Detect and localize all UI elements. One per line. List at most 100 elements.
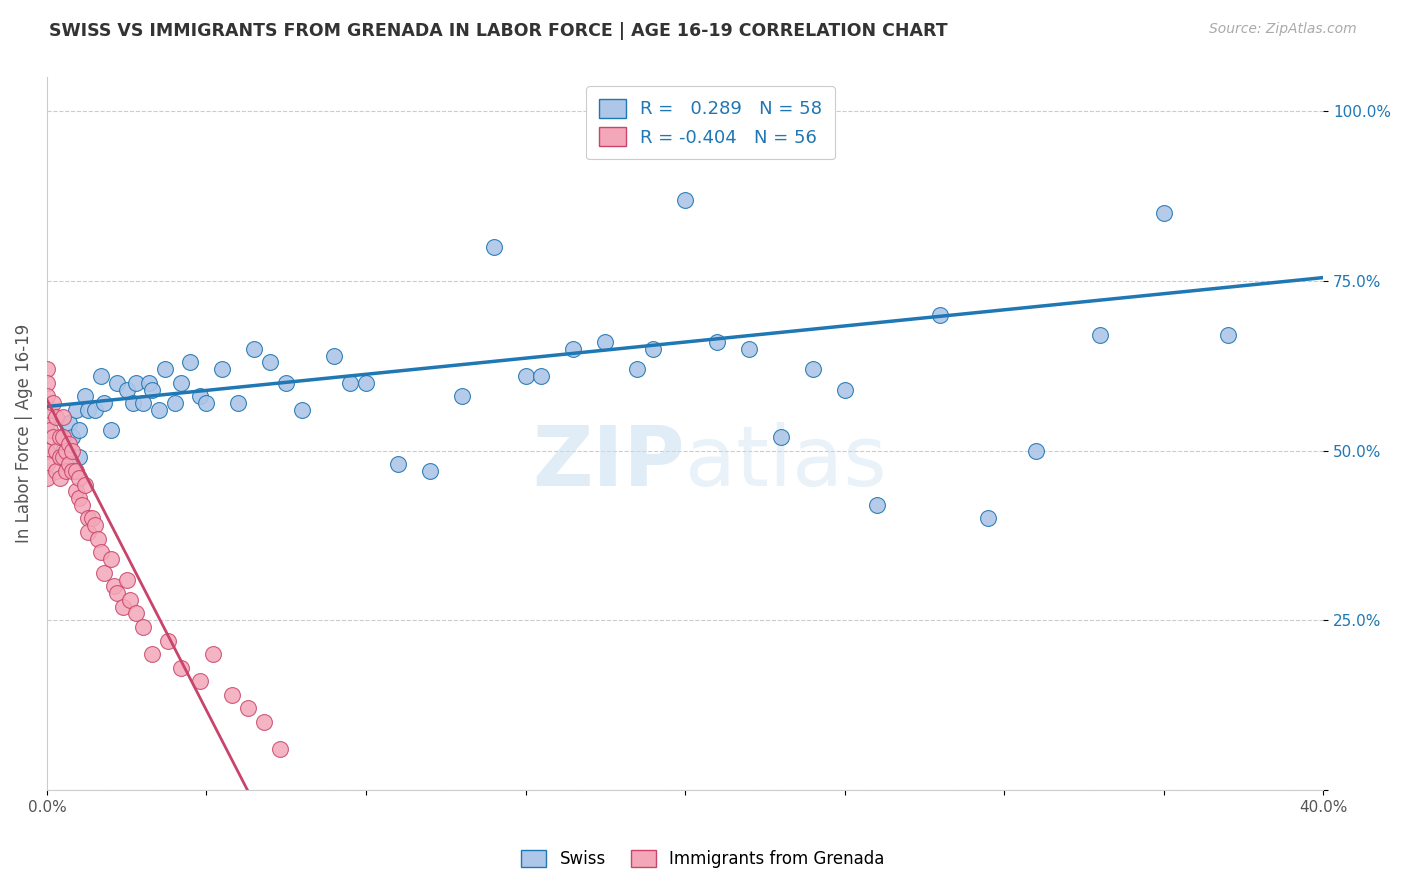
- Point: [83, 403, 105, 417]
- Point: [52, 409, 75, 424]
- Point: [211, 362, 233, 376]
- Point: [228, 396, 250, 410]
- Point: [70, 498, 93, 512]
- Point: [131, 620, 153, 634]
- Point: [39, 403, 62, 417]
- Point: [269, 742, 291, 756]
- Point: [1153, 206, 1175, 220]
- Point: [148, 403, 170, 417]
- Point: [35, 417, 58, 431]
- Point: [80, 511, 103, 525]
- Point: [52, 450, 75, 465]
- Point: [35, 471, 58, 485]
- Point: [105, 586, 128, 600]
- Point: [157, 633, 180, 648]
- Point: [1088, 328, 1111, 343]
- Point: [77, 524, 100, 539]
- Point: [243, 342, 266, 356]
- Point: [163, 396, 186, 410]
- Point: [45, 464, 67, 478]
- Point: [834, 383, 856, 397]
- Point: [515, 368, 537, 383]
- Point: [626, 362, 648, 376]
- Point: [67, 471, 90, 485]
- Point: [643, 342, 665, 356]
- Point: [55, 464, 77, 478]
- Point: [153, 362, 176, 376]
- Point: [291, 403, 314, 417]
- Point: [35, 362, 58, 376]
- Point: [48, 430, 70, 444]
- Point: [1216, 328, 1239, 343]
- Point: [450, 389, 472, 403]
- Point: [112, 599, 135, 614]
- Point: [52, 443, 75, 458]
- Point: [188, 389, 211, 403]
- Point: [323, 349, 346, 363]
- Point: [62, 430, 84, 444]
- Point: [236, 701, 259, 715]
- Point: [90, 368, 112, 383]
- Point: [125, 607, 148, 621]
- Point: [62, 443, 84, 458]
- Point: [35, 443, 58, 458]
- Point: [67, 423, 90, 437]
- Point: [738, 342, 761, 356]
- Point: [170, 661, 193, 675]
- Point: [55, 443, 77, 458]
- Point: [58, 457, 80, 471]
- Point: [562, 342, 585, 356]
- Point: [259, 355, 281, 369]
- Point: [65, 403, 87, 417]
- Point: [141, 383, 163, 397]
- Point: [87, 532, 110, 546]
- Point: [100, 423, 122, 437]
- Point: [48, 450, 70, 465]
- Point: [253, 714, 276, 729]
- Point: [125, 376, 148, 390]
- Text: ZIP: ZIP: [533, 422, 685, 502]
- Point: [77, 511, 100, 525]
- Point: [103, 579, 125, 593]
- Point: [179, 355, 201, 369]
- Point: [482, 240, 505, 254]
- Legend: R =   0.289   N = 58, R = -0.404   N = 56: R = 0.289 N = 58, R = -0.404 N = 56: [586, 87, 835, 160]
- Point: [90, 545, 112, 559]
- Point: [141, 647, 163, 661]
- Point: [62, 464, 84, 478]
- Point: [58, 417, 80, 431]
- Point: [93, 396, 115, 410]
- Point: [195, 396, 218, 410]
- Point: [35, 389, 58, 403]
- Point: [595, 334, 617, 349]
- Point: [115, 383, 138, 397]
- Point: [52, 430, 75, 444]
- Point: [276, 376, 298, 390]
- Point: [67, 450, 90, 465]
- Point: [93, 566, 115, 580]
- Point: [1025, 443, 1047, 458]
- Point: [118, 592, 141, 607]
- Point: [35, 376, 58, 390]
- Point: [354, 376, 377, 390]
- Point: [58, 437, 80, 451]
- Point: [42, 396, 65, 410]
- Point: [188, 674, 211, 689]
- Point: [45, 443, 67, 458]
- Point: [673, 193, 696, 207]
- Point: [100, 552, 122, 566]
- Point: [221, 688, 243, 702]
- Point: [105, 376, 128, 390]
- Point: [83, 518, 105, 533]
- Point: [769, 430, 792, 444]
- Point: [131, 396, 153, 410]
- Point: [977, 511, 1000, 525]
- Point: [48, 471, 70, 485]
- Text: SWISS VS IMMIGRANTS FROM GRENADA IN LABOR FORCE | AGE 16-19 CORRELATION CHART: SWISS VS IMMIGRANTS FROM GRENADA IN LABO…: [49, 22, 948, 40]
- Point: [65, 464, 87, 478]
- Point: [138, 376, 160, 390]
- Point: [387, 457, 409, 471]
- Point: [122, 396, 145, 410]
- Text: Source: ZipAtlas.com: Source: ZipAtlas.com: [1209, 22, 1357, 37]
- Point: [201, 647, 224, 661]
